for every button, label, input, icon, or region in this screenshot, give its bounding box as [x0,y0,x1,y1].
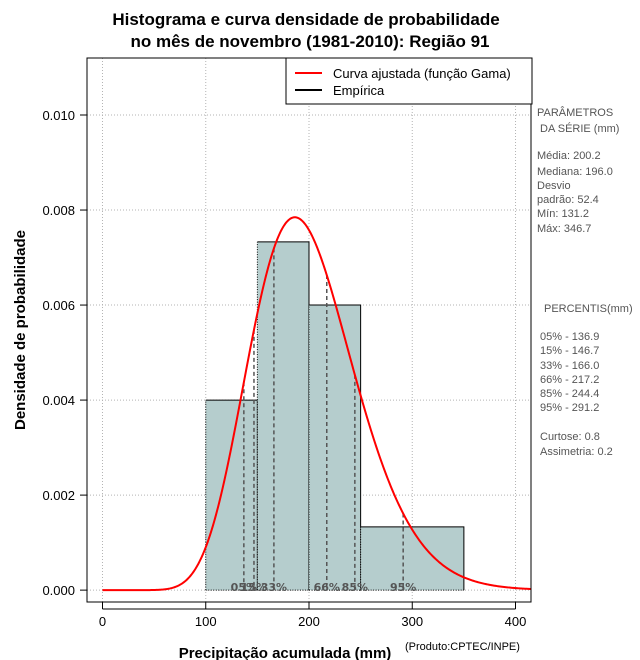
percentile-label-15%: 15% [241,581,267,594]
params-title-1: PARÂMETROS [537,106,613,119]
stats-panel: PARÂMETROS DA SÉRIE (mm) Média: 200.2 Me… [537,106,633,458]
y-tick-label-1: 0.002 [42,488,75,503]
histogram-bar-dotted-edge [360,526,464,591]
x-tick-label-1: 100 [195,614,217,629]
stat-curtose: Curtose: 0.8 [540,431,600,443]
gamma-curve [102,216,532,592]
y-tick-label-0: 0.000 [42,583,75,598]
percentile-label-33%: 33% [261,581,287,594]
x-tick-label-4: 400 [505,614,527,629]
histogram-bar-edge [360,526,465,591]
histogram-bar-1 [256,241,310,591]
y-tick-label-4: 0.008 [42,203,75,218]
stat-desvio-1: Desvio [537,180,571,192]
legend: Curva ajustada (função Gama) Empírica [285,57,533,105]
credit-text: (Produto:CPTEC/INPE) [405,641,520,653]
y-tick-label-2: 0.004 [42,393,75,408]
curve-layer [102,216,532,592]
percentil-05: 05% - 136.9 [540,331,599,343]
x-tick-label-3: 300 [401,614,423,629]
percentile-labels-layer: 05%15%33% 66% 85% 95% [231,581,417,594]
percentile-label-05%: 05% [231,581,257,594]
legend-curve-label: Curva ajustada (função Gama) [333,66,511,81]
stat-assimetria: Assimetria: 0.2 [540,446,613,458]
axes-layer: 0 100 200 300 400 0.000 0.002 0.004 0.006 0.008 0.… [42,108,526,629]
stat-media: Média: 200.2 [537,150,601,162]
stat-min: Mín: 131.2 [537,208,589,220]
histogram-bar-fill [257,241,309,591]
y-axis-label: Densidade de probabilidade [12,230,29,430]
y-tick-label-3: 0.006 [42,298,75,313]
legend-empirical-label: Empírica [333,83,385,98]
percentil-85: 85% - 244.4 [540,388,599,400]
y-tick-label-5: 0.010 [42,108,75,123]
percentil-15: 15% - 146.7 [540,345,599,357]
x-axis-label: Precipitação acumulada (mm) [179,645,392,660]
params-title-2: DA SÉRIE (mm) [540,122,619,135]
histogram-bar-0 [205,399,258,591]
histogram-bar-fill [360,526,464,591]
histogram-bar-3 [360,526,465,591]
bars-layer [205,241,465,591]
x-tick-label-0: 0 [99,614,106,629]
percentile-lines-layer [243,248,404,591]
stat-desvio-2: padrão: 52.4 [537,194,599,206]
percentil-33: 33% - 166.0 [540,360,599,372]
percentile-label-95%: 95% [390,581,416,594]
percentil-95: 95% - 291.2 [540,402,599,414]
percentil-66: 66% - 217.2 [540,374,599,386]
chart-title-line2: no mês de novembro (1981-2010): Região 9… [130,32,489,51]
legend-box [285,57,533,105]
percentile-label-66%: 66% [314,581,340,594]
histogram-bar-dotted-edge [205,400,258,591]
x-tick-label-2: 200 [298,614,320,629]
percentile-label-85%: 85% [342,581,368,594]
histogram-bar-2 [308,304,362,591]
stat-max: Máx: 346.7 [537,223,591,235]
histogram-bar-dotted-edge [308,305,361,591]
histogram-bar-dotted-edge [256,241,309,591]
histogram-bar-fill [205,400,258,591]
chart-title-line1: Histograma e curva densidade de probabil… [112,10,499,29]
stat-mediana: Mediana: 196.0 [537,166,613,178]
percentis-title: PERCENTIS(mm) [544,303,633,315]
histogram-bar-fill [309,305,361,591]
